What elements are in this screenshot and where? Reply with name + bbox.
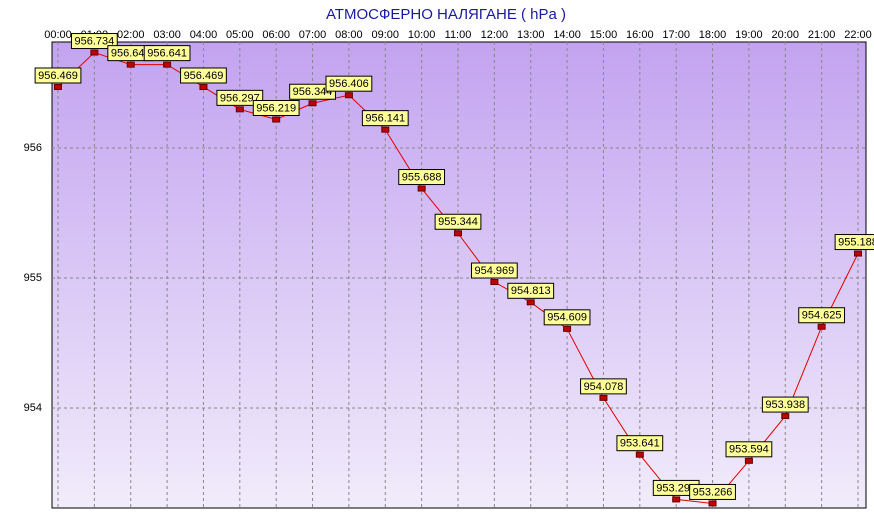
- data-label-box: [143, 45, 191, 62]
- x-tick-label: 05:00: [226, 29, 254, 41]
- plot-area: [51, 41, 867, 509]
- y-tick-label: 955: [24, 272, 42, 284]
- marker: [490, 279, 499, 286]
- x-tick-label: 10:00: [408, 29, 436, 41]
- data-label: 953.297: [656, 482, 696, 494]
- data-label: 954.969: [474, 265, 514, 277]
- data-label: 954.078: [584, 381, 624, 393]
- marker: [817, 323, 826, 330]
- data-label-box: [180, 67, 227, 84]
- x-tick-label: 16:00: [626, 29, 654, 41]
- data-label-box: [434, 213, 482, 230]
- data-label: 956.344: [293, 86, 333, 98]
- marker: [744, 457, 753, 464]
- marker: [526, 299, 535, 306]
- data-label-box: [398, 169, 446, 186]
- data-label-box: [507, 282, 555, 299]
- data-label: 954.609: [547, 312, 587, 324]
- marker: [381, 126, 390, 133]
- x-tick-label: 08:00: [335, 29, 363, 41]
- data-label-box: [289, 83, 336, 100]
- data-label: 956.219: [256, 102, 296, 114]
- marker: [344, 92, 353, 99]
- x-tick-label: 14:00: [553, 29, 581, 41]
- marker: [90, 49, 99, 56]
- y-tick-label: 956: [24, 142, 42, 154]
- data-label-box: [216, 89, 264, 106]
- x-tick-label: 12:00: [481, 29, 509, 41]
- x-tick-label: 13:00: [517, 29, 545, 41]
- data-label-box: [580, 378, 627, 395]
- data-label: 953.641: [620, 438, 660, 450]
- data-label: 956.641: [111, 48, 151, 60]
- x-tick-label: 22:00: [844, 29, 872, 41]
- marker: [781, 413, 790, 420]
- data-label: 955.188: [838, 236, 874, 248]
- data-label-box: [252, 99, 300, 116]
- data-label-box: [543, 309, 591, 326]
- data-label-box: [761, 396, 809, 413]
- marker: [672, 496, 681, 503]
- x-tick-label: 11:00: [445, 29, 472, 41]
- x-tick-label: 18:00: [699, 29, 727, 41]
- marker: [308, 100, 317, 107]
- data-label-box: [798, 307, 846, 324]
- data-label: 956.469: [184, 70, 224, 82]
- data-label-box: [34, 67, 82, 84]
- data-label-box: [325, 75, 373, 92]
- x-tick-label: 21:00: [808, 29, 836, 41]
- marker: [272, 116, 281, 123]
- data-label: 956.641: [147, 48, 187, 60]
- x-tick-label: 06:00: [262, 29, 290, 41]
- x-tick-label: 07:00: [299, 29, 327, 41]
- data-label-box: [470, 262, 518, 279]
- marker: [417, 185, 426, 192]
- data-label: 954.625: [802, 310, 842, 322]
- x-tick-label: 20:00: [772, 29, 800, 41]
- x-tick-label: 15:00: [590, 29, 618, 41]
- marker: [54, 83, 62, 90]
- data-label-box: [689, 483, 736, 500]
- marker: [635, 451, 644, 458]
- x-tick-label: 00:00: [44, 29, 72, 41]
- data-label: 956.406: [329, 78, 369, 90]
- marker: [235, 106, 244, 113]
- marker: [563, 325, 572, 332]
- marker: [126, 61, 135, 68]
- data-label: 955.344: [438, 216, 478, 228]
- data-label-box: [616, 435, 664, 452]
- marker: [708, 500, 717, 507]
- data-label: 953.594: [729, 444, 769, 456]
- data-label: 953.938: [765, 399, 805, 411]
- marker: [599, 394, 608, 401]
- data-label: 956.469: [38, 70, 78, 82]
- x-tick-label: 19:00: [735, 29, 763, 41]
- data-label-box: [361, 110, 409, 127]
- data-label: 956.141: [365, 113, 405, 125]
- marker: [163, 61, 172, 68]
- marker: [854, 250, 862, 257]
- data-label-box: [70, 33, 118, 50]
- data-label: 953.266: [693, 486, 733, 498]
- x-tick-label: 09:00: [372, 29, 400, 41]
- x-tick-label: 03:00: [153, 29, 181, 41]
- data-label: 956.297: [220, 92, 260, 104]
- marker: [199, 83, 208, 90]
- data-label-box: [834, 234, 874, 251]
- x-tick-label: 04:00: [190, 29, 218, 41]
- x-tick-label: 17:00: [662, 29, 690, 41]
- marker: [454, 230, 462, 237]
- data-label-box: [725, 441, 773, 458]
- x-tick-label: 02:00: [117, 29, 145, 41]
- data-label: 955.688: [402, 171, 442, 183]
- data-label: 954.813: [511, 285, 551, 297]
- chart-title: АТМОСФЕРНО НАЛЯГАНЕ ( hPa ): [326, 6, 566, 23]
- data-label: 956.734: [74, 35, 114, 47]
- y-tick-label: 954: [24, 402, 42, 414]
